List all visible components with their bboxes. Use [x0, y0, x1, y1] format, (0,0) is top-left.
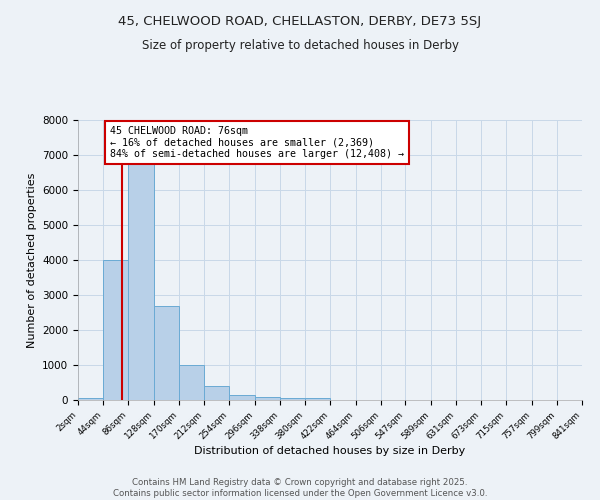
Text: 45 CHELWOOD ROAD: 76sqm
← 16% of detached houses are smaller (2,369)
84% of semi: 45 CHELWOOD ROAD: 76sqm ← 16% of detache… [110, 126, 404, 160]
X-axis label: Distribution of detached houses by size in Derby: Distribution of detached houses by size … [194, 446, 466, 456]
Bar [254, 397, 280, 400]
Text: Size of property relative to detached houses in Derby: Size of property relative to detached ho… [142, 38, 458, 52]
Bar [229, 395, 254, 400]
Bar [103, 260, 128, 400]
Bar [154, 306, 179, 400]
Bar [128, 162, 154, 400]
Text: 45, CHELWOOD ROAD, CHELLASTON, DERBY, DE73 5SJ: 45, CHELWOOD ROAD, CHELLASTON, DERBY, DE… [118, 15, 482, 28]
Text: Contains HM Land Registry data © Crown copyright and database right 2025.
Contai: Contains HM Land Registry data © Crown c… [113, 478, 487, 498]
Bar [78, 398, 103, 400]
Bar [305, 398, 331, 400]
Bar [204, 386, 229, 400]
Bar [179, 365, 204, 400]
Y-axis label: Number of detached properties: Number of detached properties [26, 172, 37, 348]
Bar [280, 398, 305, 400]
